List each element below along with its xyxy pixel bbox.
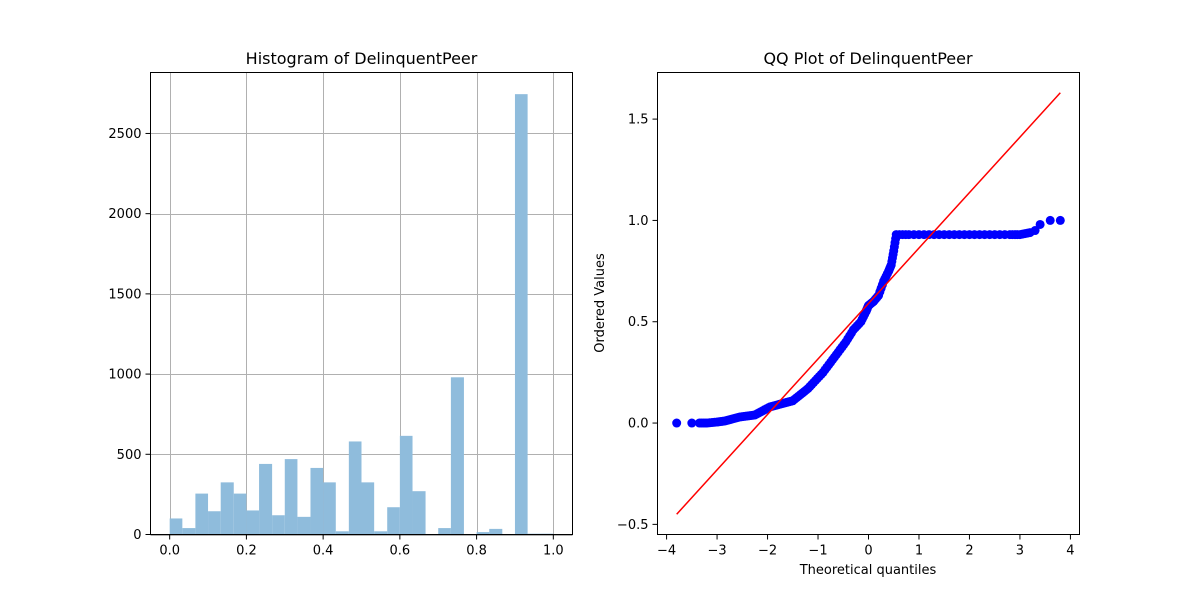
histogram-grid: [150, 72, 573, 536]
qq-point: [1030, 226, 1040, 236]
qq-point: [1035, 219, 1045, 229]
histogram-bar: [182, 528, 196, 535]
histogram-y-ticks: 0 500 1000 1500 2000 2500: [108, 127, 151, 543]
qq-x-tick-label: −3: [707, 544, 726, 559]
histogram-bar: [348, 441, 362, 535]
qq-y-tick-label: −0.5: [617, 518, 649, 533]
histogram-bar: [169, 518, 183, 535]
qq-y-tick-label: 1.5: [628, 113, 649, 128]
histogram-x-tick-label: 0.0: [159, 544, 180, 559]
histogram-x-tick-label: 0.6: [390, 544, 411, 559]
histogram-bars: [169, 94, 554, 535]
histogram-bar: [259, 463, 273, 535]
qq-plot-x-ticks: −4 −3 −2 −1 0 1 2 3 4: [657, 534, 1075, 559]
qq-x-tick-label: 4: [1066, 544, 1074, 559]
histogram-bar: [335, 531, 349, 535]
histogram-bar: [220, 482, 234, 535]
qq-point: [1045, 215, 1055, 225]
histogram-bar: [272, 515, 285, 535]
histogram-y-tick-label: 0: [133, 528, 141, 543]
histogram-bar: [297, 516, 311, 535]
histogram-y-tick-label: 500: [117, 448, 142, 463]
histogram-bar: [284, 459, 298, 535]
histogram-panel: Histogram of DelinquentPeer 0.0 0.2 0.4 0.6…: [108, 49, 573, 559]
qq-plot-points: [672, 215, 1065, 428]
qq-plot-title: QQ Plot of DelinquentPeer: [763, 49, 973, 68]
histogram-bar: [323, 482, 336, 535]
histogram-title: Histogram of DelinquentPeer: [246, 49, 478, 68]
histogram-bar: [310, 467, 324, 535]
qq-point: [1055, 215, 1065, 225]
histogram-axes-frame: [150, 72, 573, 535]
histogram-bar: [387, 507, 400, 535]
qq-x-tick-label: −2: [758, 544, 777, 559]
qq-x-tick-label: 1: [915, 544, 923, 559]
histogram-y-tick-label: 2000: [108, 207, 141, 222]
qq-point: [687, 418, 697, 428]
qq-x-tick-label: 2: [965, 544, 973, 559]
histogram-y-tick-label: 1500: [108, 287, 141, 302]
qq-x-tick-label: 3: [1016, 544, 1024, 559]
histogram-bar: [514, 94, 528, 535]
qq-point: [672, 418, 682, 428]
histogram-y-tick-label: 1000: [108, 368, 141, 383]
histogram-y-tick-label: 2500: [108, 127, 141, 142]
histogram-bar: [412, 491, 426, 535]
histogram-bar: [374, 531, 388, 535]
qq-x-tick-label: −1: [808, 544, 827, 559]
histogram-x-tick-label: 0.2: [236, 544, 257, 559]
qq-y-tick-label: 1.0: [628, 214, 649, 229]
qq-plot-x-axis-label: Theoretical quantiles: [799, 563, 937, 578]
histogram-bar: [438, 528, 451, 535]
qq-plot-y-axis-label: Ordered Values: [593, 253, 608, 353]
qq-x-tick-label: −4: [657, 544, 676, 559]
qq-plot-fit-line: [676, 92, 1061, 515]
qq-plot-panel: QQ Plot of DelinquentPeer −4 −3 −2 −1 0 1 2 3 4 …: [593, 49, 1080, 578]
histogram-x-tick-label: 0.8: [466, 544, 487, 559]
histogram-bar: [399, 435, 413, 535]
histogram-bar: [195, 493, 209, 535]
histogram-bar: [489, 528, 503, 535]
qq-fit-line: [676, 92, 1061, 515]
qq-y-tick-label: 0.5: [628, 315, 649, 330]
qq-x-tick-label: 0: [864, 544, 872, 559]
histogram-bar: [208, 511, 221, 535]
histogram-bar: [476, 532, 490, 535]
histogram-bar: [450, 377, 464, 535]
histogram-bar: [233, 493, 247, 535]
histogram-x-ticks: 0.0 0.2 0.4 0.6 0.8 1.0: [159, 534, 564, 559]
qq-y-tick-label: 0.0: [628, 417, 649, 432]
histogram-x-tick-label: 0.4: [313, 544, 334, 559]
histogram-bar: [246, 510, 260, 535]
histogram-x-tick-label: 1.0: [543, 544, 564, 559]
qq-plot-y-ticks: −0.5 0.0 0.5 1.0 1.5: [617, 113, 658, 533]
histogram-bar: [361, 482, 375, 535]
